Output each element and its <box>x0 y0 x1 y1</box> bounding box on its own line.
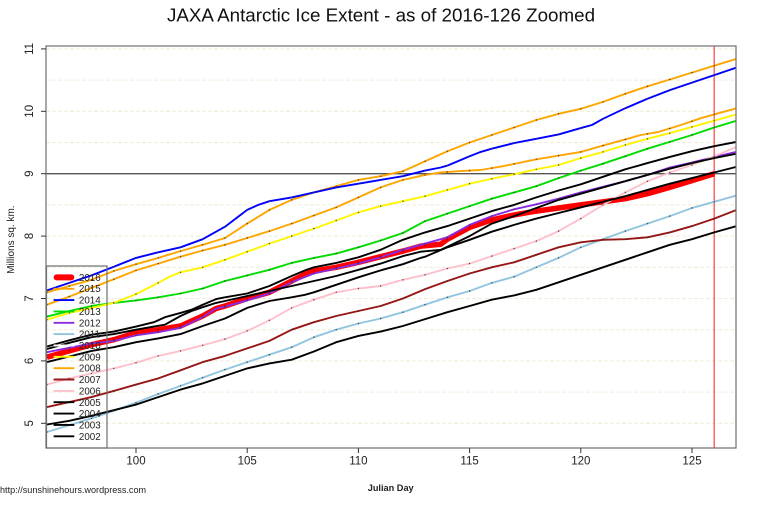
svg-text:2005: 2005 <box>79 398 101 409</box>
svg-text:9: 9 <box>24 170 36 176</box>
svg-text:100: 100 <box>126 455 145 467</box>
svg-text:2014: 2014 <box>79 296 101 307</box>
svg-text:Millions sq. km.: Millions sq. km. <box>6 205 17 273</box>
svg-text:2002: 2002 <box>79 432 101 443</box>
svg-text:2012: 2012 <box>79 318 101 329</box>
svg-text:2016: 2016 <box>79 273 101 284</box>
svg-text:2007: 2007 <box>79 375 101 386</box>
svg-text:7: 7 <box>24 295 36 301</box>
svg-text:JAXA Antarctic Ice Extent - as: JAXA Antarctic Ice Extent - as of 2016-1… <box>167 4 595 25</box>
svg-text:10: 10 <box>24 105 36 118</box>
svg-text:115: 115 <box>460 455 478 467</box>
svg-text:http://sunshinehours.wordpress: http://sunshinehours.wordpress.com <box>0 485 146 495</box>
svg-text:2010: 2010 <box>79 341 101 352</box>
svg-text:11: 11 <box>24 43 36 55</box>
svg-text:5: 5 <box>24 420 36 426</box>
svg-text:2004: 2004 <box>79 409 101 420</box>
svg-text:2015: 2015 <box>79 284 101 295</box>
svg-text:2006: 2006 <box>79 386 101 397</box>
svg-text:Julian Day: Julian Day <box>368 483 415 493</box>
svg-text:2008: 2008 <box>79 364 101 375</box>
svg-text:8: 8 <box>24 233 36 239</box>
svg-text:2013: 2013 <box>79 307 101 318</box>
svg-text:2009: 2009 <box>79 352 101 363</box>
svg-text:105: 105 <box>238 455 257 467</box>
svg-text:2003: 2003 <box>79 420 101 431</box>
svg-text:110: 110 <box>349 455 367 467</box>
svg-text:125: 125 <box>682 455 701 467</box>
svg-text:120: 120 <box>571 455 590 467</box>
svg-text:6: 6 <box>24 358 36 364</box>
svg-text:2011: 2011 <box>79 330 100 341</box>
